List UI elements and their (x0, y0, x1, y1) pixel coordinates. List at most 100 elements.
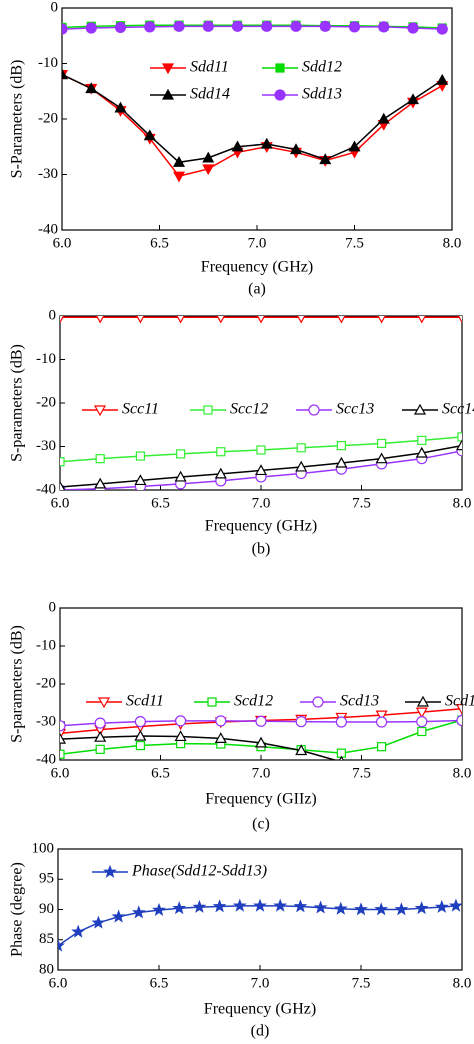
marker (335, 716, 347, 728)
caption: (d) (251, 1023, 270, 1040)
legend-label: Phase(Sdd12-Sdd13) (131, 863, 267, 880)
marker (377, 112, 390, 124)
marker (348, 21, 361, 33)
series-line (62, 73, 443, 164)
y-axis-label: S-parameters (dB) (9, 344, 26, 462)
y-axis-label: Phase (degree) (9, 862, 26, 957)
x-tick-label: 7.0 (248, 235, 267, 251)
marker (232, 898, 247, 912)
x-tick-label: 6.5 (151, 765, 170, 781)
plot-series (58, 898, 462, 952)
x-tick-label: 6.0 (49, 975, 68, 991)
marker (377, 438, 387, 449)
caption: (a) (248, 281, 266, 298)
legend-label: Sdd13 (302, 86, 342, 103)
marker (144, 21, 156, 33)
marker (174, 730, 187, 742)
legend-label: Scd13 (340, 693, 379, 710)
marker (94, 477, 107, 489)
marker (202, 151, 215, 163)
marker (202, 20, 214, 32)
x-axis-label: Frequency (GHz) (204, 1001, 316, 1018)
marker (377, 316, 386, 324)
marker (62, 68, 69, 80)
marker (348, 140, 361, 152)
marker (114, 21, 127, 34)
marker (295, 460, 308, 472)
legend-label: Sdd14 (190, 86, 230, 103)
marker (377, 742, 387, 752)
x-tick-label: 6.5 (150, 235, 169, 251)
marker (406, 93, 420, 105)
y-tick-label: -20 (36, 675, 56, 691)
marker (319, 20, 331, 32)
marker (96, 316, 105, 324)
marker (417, 726, 427, 737)
marker (97, 697, 111, 709)
marker (416, 716, 428, 728)
x-axis-label: Frequency (GHz) (201, 259, 313, 276)
y-tick-label: -40 (36, 481, 56, 497)
marker (455, 704, 462, 715)
x-tick-label: 7.5 (345, 235, 364, 251)
marker (434, 899, 449, 913)
marker (256, 445, 266, 455)
marker (212, 899, 227, 913)
y-tick-label: -40 (38, 221, 58, 237)
marker (394, 902, 409, 916)
y-tick-label: -30 (36, 438, 56, 454)
marker (457, 432, 462, 442)
y-tick-label: 100 (32, 840, 55, 856)
marker (261, 20, 273, 32)
x-tick-label: 6.5 (150, 975, 169, 991)
marker (60, 720, 66, 732)
plot-frame (61, 7, 453, 231)
marker (254, 464, 268, 476)
marker (62, 23, 68, 35)
plot-frame (59, 607, 463, 761)
marker (95, 744, 105, 754)
marker (60, 749, 65, 759)
marker (374, 902, 389, 916)
marker (413, 403, 427, 415)
marker (260, 137, 273, 149)
marker (60, 732, 67, 744)
y-axis-label: S-Parameters (dB) (9, 60, 26, 179)
legend-label: Scd11 (126, 693, 164, 710)
marker (375, 710, 388, 722)
y-tick-label: -40 (36, 751, 56, 767)
marker (143, 129, 156, 141)
marker (91, 915, 106, 929)
x-tick-label: 7.5 (352, 495, 371, 511)
marker (135, 740, 145, 751)
caption: (c) (252, 816, 270, 833)
marker (134, 716, 146, 728)
marker (216, 447, 226, 457)
marker (293, 899, 308, 913)
marker (308, 404, 320, 416)
x-axis-label: Frequency (GIIz) (205, 791, 317, 808)
marker (216, 316, 225, 324)
x-tick-label: 7.5 (352, 975, 371, 991)
y-tick-label: 80 (39, 961, 54, 977)
marker (231, 20, 244, 32)
marker (336, 441, 346, 451)
legend-label: Sdd12 (302, 59, 342, 76)
legend-label: Scc14 (442, 401, 474, 418)
marker (93, 405, 107, 417)
marker (414, 901, 429, 915)
x-tick-label: 6.0 (51, 765, 70, 781)
series-line (60, 735, 338, 760)
marker (215, 715, 227, 727)
x-tick-label: 7.5 (352, 765, 371, 781)
marker (94, 717, 106, 729)
marker (296, 443, 306, 453)
marker (135, 451, 145, 461)
marker (297, 316, 306, 324)
marker (312, 696, 324, 708)
marker (415, 446, 428, 458)
marker (94, 730, 107, 742)
y-tick-label: 0 (49, 599, 57, 615)
marker (295, 744, 308, 756)
marker (407, 22, 419, 34)
